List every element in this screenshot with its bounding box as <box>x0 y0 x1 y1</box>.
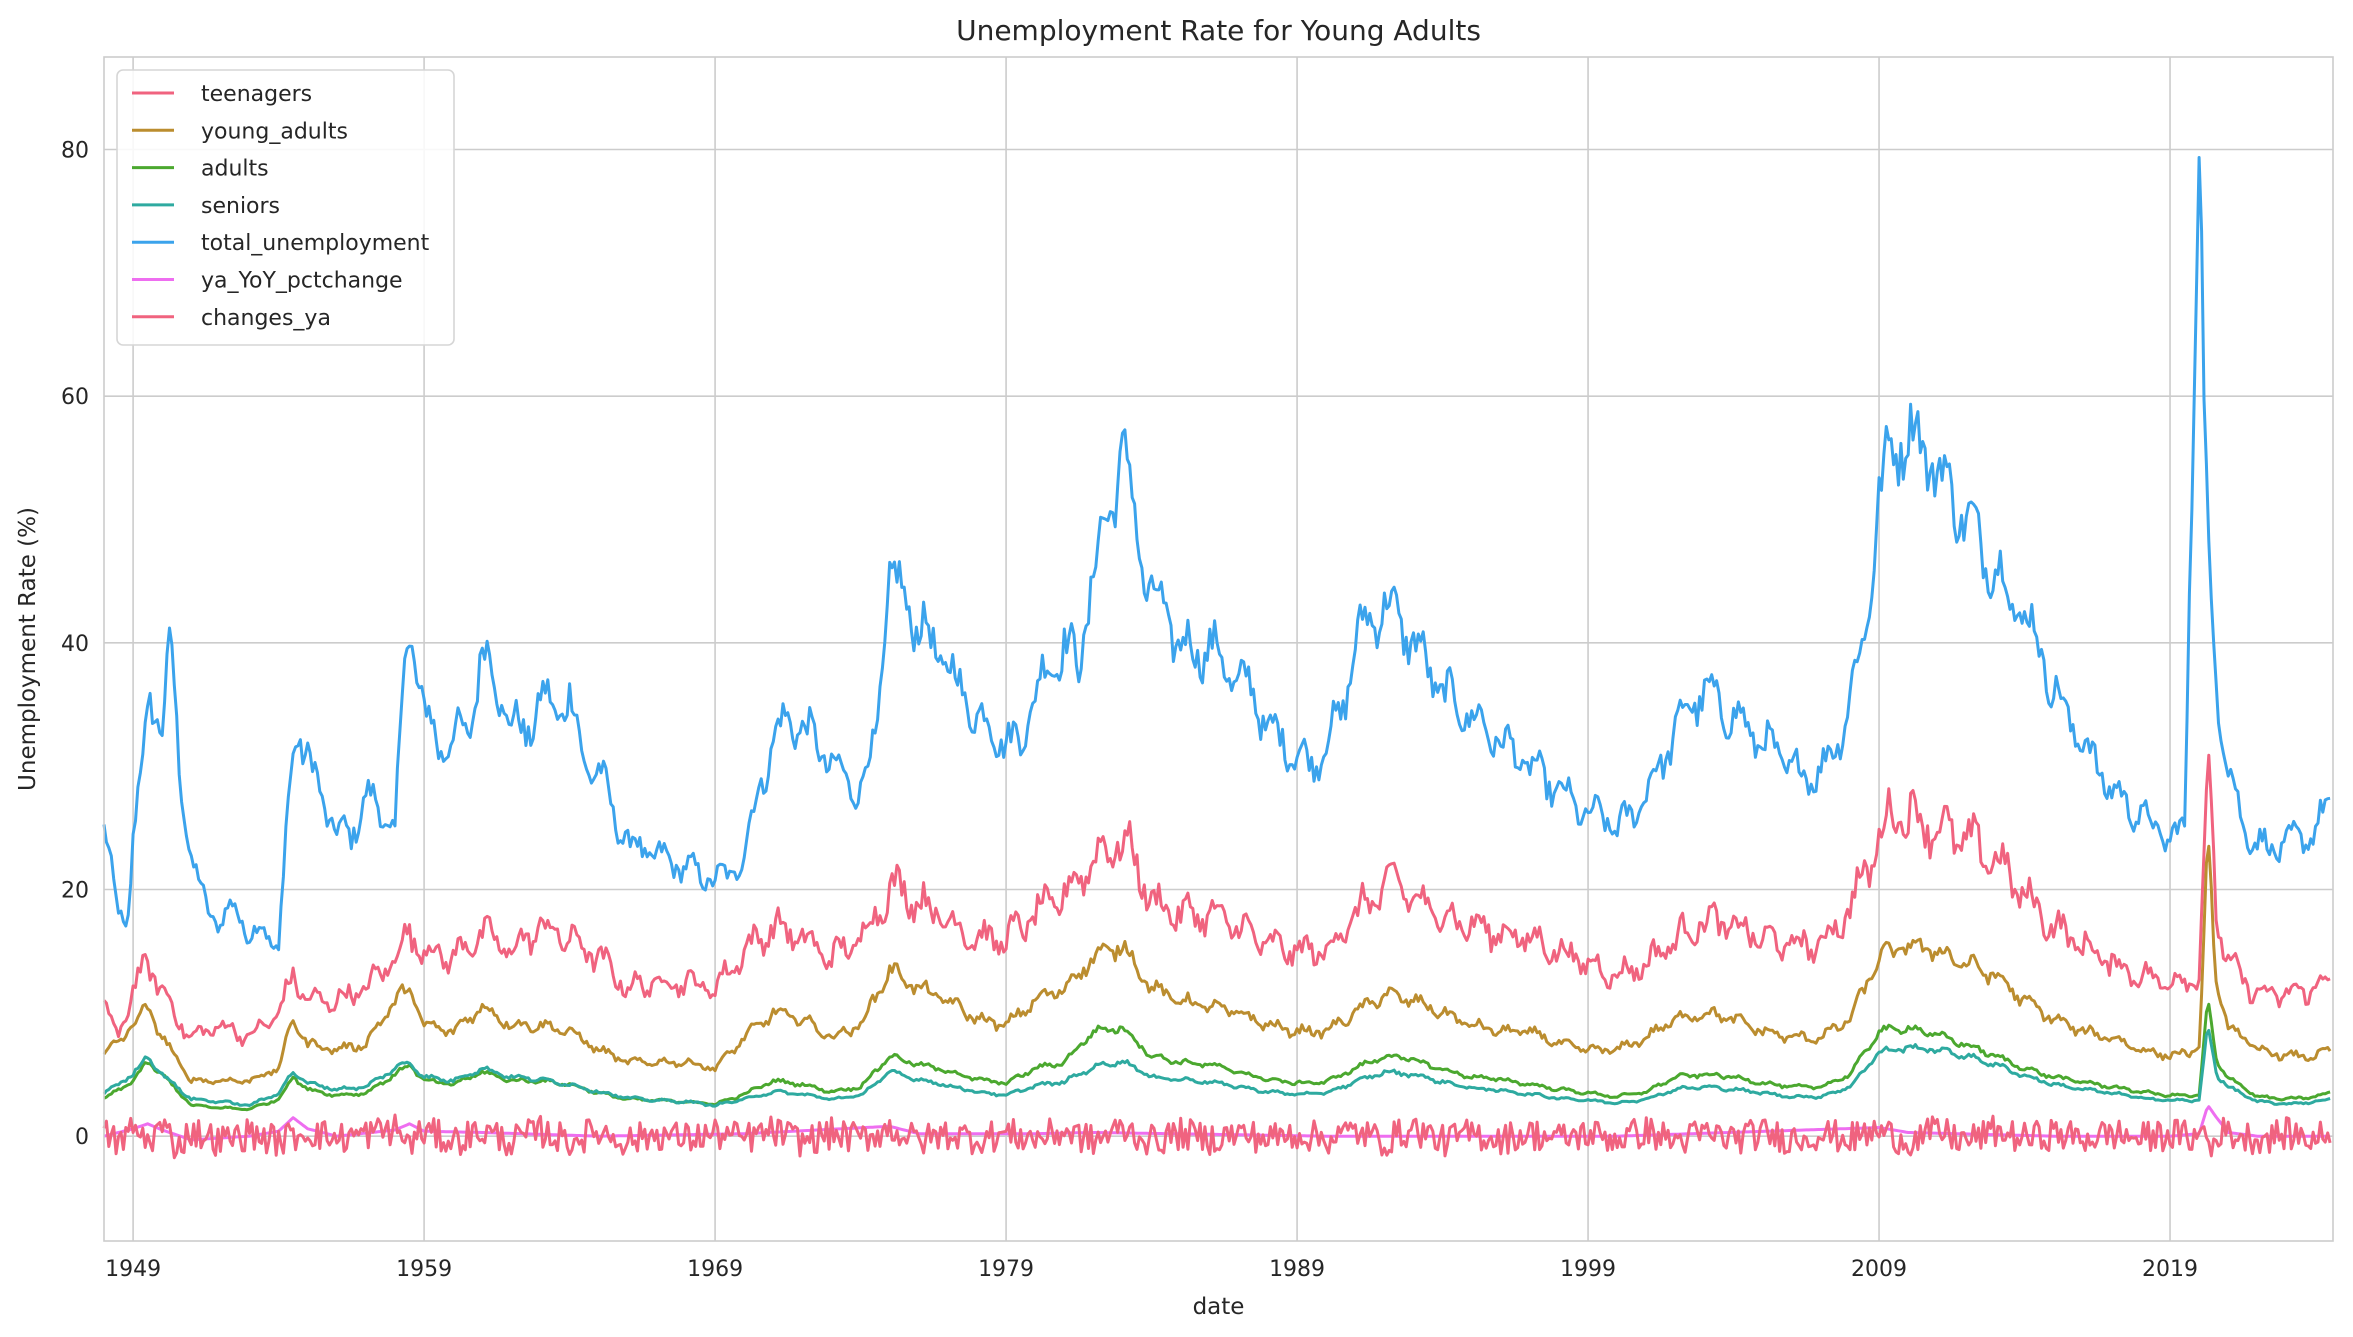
x-tick-label: 1979 <box>978 1257 1034 1282</box>
series-line-young-adults <box>102 844 2332 1086</box>
x-tick-label: 1959 <box>396 1257 452 1282</box>
x-axis-label: date <box>1193 1294 1245 1320</box>
series-line-total-unemployment <box>102 156 2331 952</box>
x-tick-label: 2019 <box>2142 1257 2198 1282</box>
series-line-ya-YoY-pctchange <box>103 1105 2331 1142</box>
x-tick-label: 2009 <box>1851 1257 1907 1282</box>
x-tick-label: 1969 <box>687 1257 743 1282</box>
y-tick-label: 60 <box>61 385 89 410</box>
series-line-seniors <box>102 1028 2331 1108</box>
legend-entry-label: young_adults <box>201 119 348 144</box>
series-line-changes-ya <box>102 1113 2332 1160</box>
y-axis-label: Unemployment Rate (%) <box>15 507 41 791</box>
plot-lines <box>102 156 2332 1160</box>
plot-frame <box>103 56 2334 1242</box>
y-tick-label: 40 <box>61 632 89 657</box>
legend-entry-label: seniors <box>201 194 280 219</box>
legend-box <box>116 69 455 346</box>
x-tick-label: 1989 <box>1269 1257 1325 1282</box>
y-tick-label: 80 <box>61 139 89 164</box>
x-tick-label: 1999 <box>1560 1257 1616 1282</box>
legend-entry-label: total_unemployment <box>201 231 430 256</box>
series-line-adults <box>103 1002 2331 1112</box>
legend-entry-label: ya_YoY_pctchange <box>201 269 403 294</box>
y-tick-label: 20 <box>61 879 89 904</box>
y-tick-labels: 0 20 40 60 80 <box>61 139 89 1151</box>
series-line-teenagers <box>102 753 2331 1047</box>
x-tick-labels: 1949 1959 1969 1979 1989 1999 2009 2019 <box>105 1257 2198 1282</box>
legend-entry-label: changes_ya <box>201 306 331 331</box>
legend-entry-label: adults <box>201 157 269 182</box>
x-tick-label: 1949 <box>105 1257 161 1282</box>
chart-title: Unemployment Rate for Young Adults <box>956 14 1481 47</box>
legend-entry-label: teenagers <box>201 82 312 107</box>
y-tick-label: 0 <box>75 1125 89 1150</box>
